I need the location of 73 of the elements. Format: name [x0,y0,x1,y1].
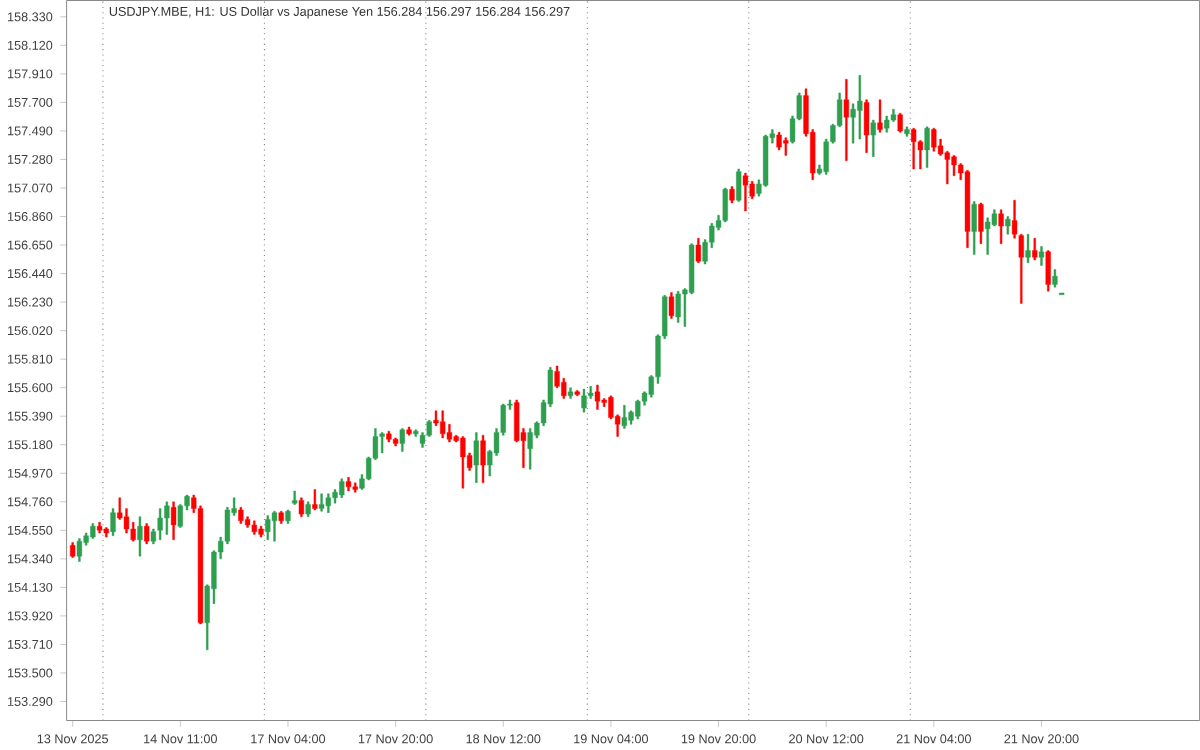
candlestick [399,428,405,452]
candlestick [1025,233,1031,263]
candlestick [386,430,392,443]
candlestick [325,493,331,513]
candlestick [265,515,271,540]
candlestick [675,290,681,323]
candlestick [857,74,863,140]
candlestick [76,538,83,562]
candlestick [621,404,627,429]
candlestick [103,527,109,538]
candlestick [278,510,284,524]
candlestick [480,434,486,483]
candlestick [339,478,345,498]
candlestick [843,78,849,161]
candlestick [877,99,883,133]
candlestick [70,542,76,558]
candlestick [90,523,96,539]
candlestick [1005,216,1011,235]
candlestick [440,410,446,438]
candlestick [352,482,358,493]
candlestick [144,523,150,544]
candlestick [298,497,305,517]
candlestick [527,428,533,470]
candlestick [137,516,143,557]
candlestick [345,476,352,491]
candlestick [312,489,318,510]
candlestick [931,127,937,152]
candlestick [978,202,984,244]
candlestick [318,493,325,512]
candlestick [96,521,103,534]
candlestick [783,137,789,156]
candlestick [238,506,244,524]
candlestick [884,115,890,133]
candlestick [406,426,412,436]
candlestick [157,508,163,540]
candlestick [904,126,910,137]
candlestick [305,501,311,517]
candlestick [285,509,291,524]
candlestick [473,432,479,483]
candlestick [379,432,385,453]
candlestick [964,169,971,248]
candlestick [1052,269,1058,288]
candlestick [271,510,278,542]
candlestick [897,112,903,133]
candlestick [635,399,641,419]
candlestick [911,127,917,170]
candlestick [668,292,675,319]
candlestick [736,168,742,202]
candlestick [567,387,574,399]
candlestick [460,436,466,489]
candlestick [863,99,870,153]
candlestick [870,119,876,157]
candlestick [1032,237,1038,261]
candlestick [695,237,701,263]
candlestick [1038,246,1045,266]
candlestick [998,209,1004,244]
candlestick [170,501,177,540]
candlestick [924,126,930,168]
candlestick [258,525,264,538]
candlestick [392,437,399,447]
candlestick [110,508,116,536]
candlestick [742,172,749,212]
candlestick [251,520,257,535]
candlestick [971,201,977,255]
candlestick [1045,250,1051,292]
candlestick [594,384,601,410]
candlestick [776,131,782,150]
candlestick [292,490,298,505]
candlestick [164,501,170,535]
candlestick [729,186,735,203]
candlestick [985,217,991,255]
candlestick [581,388,587,413]
candlestick [574,390,580,396]
